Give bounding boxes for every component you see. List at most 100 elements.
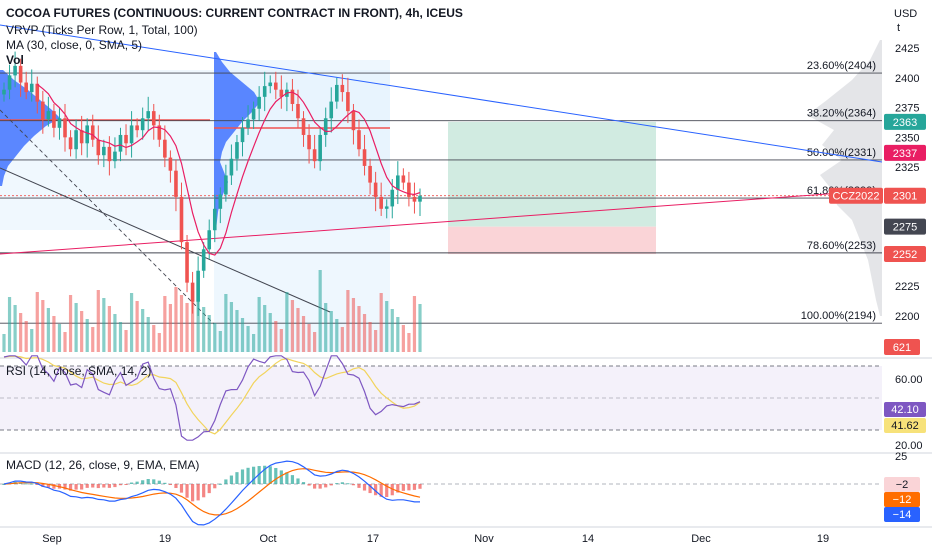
date-tick-label: 17 (367, 533, 379, 545)
macd-hist-bar (185, 484, 189, 498)
macd-hist-bar (296, 478, 300, 484)
volume-bar (135, 301, 139, 352)
volume-bar (207, 315, 211, 352)
date-tick-label: 19 (159, 533, 171, 545)
volume-bar (335, 319, 339, 352)
fibonacci-levels: 23.60%(2404)38.20%(2364)50.00%(2331)61.8… (0, 60, 882, 324)
macd-hist-bar (52, 484, 56, 489)
price-tick-label: 2425 (895, 43, 919, 55)
macd-hist-bar (218, 483, 222, 485)
candle-body (201, 249, 206, 271)
macd-hist-bar (313, 484, 317, 489)
rsi-tick-label: 20.00 (895, 440, 923, 452)
candle-body (129, 125, 134, 144)
candle-body (57, 118, 62, 128)
ma-label[interactable]: MA (30, close, 0, SMA, 5) (6, 38, 142, 52)
macd-hist-bar (68, 484, 73, 491)
macd-hist-bar (118, 484, 123, 486)
candle-body (351, 111, 356, 131)
macd-hist-bar (346, 483, 350, 485)
volume-tag (884, 339, 920, 355)
macd-hist-bar (102, 484, 106, 488)
date-tick-label: Dec (691, 533, 711, 545)
macd-hist-bar (190, 484, 195, 502)
vol-label[interactable]: Vol (6, 53, 24, 67)
volume-profile-left (0, 70, 60, 186)
date-tick-label: 14 (582, 533, 594, 545)
volume-bar (374, 330, 378, 352)
volume-bar (301, 316, 306, 352)
volume-bar (240, 318, 245, 352)
macd-hist-bar (407, 484, 411, 491)
macd-label[interactable]: MACD (12, 26, close, 9, EMA, EMA) (6, 458, 199, 472)
candle-body (296, 103, 300, 119)
volume-bar (412, 296, 417, 352)
time-axis[interactable]: Sep 19 Oct 17 Nov 14 Dec 19 (42, 533, 829, 545)
candle-body (268, 82, 273, 87)
candle-body (407, 182, 411, 197)
price-tag (884, 218, 926, 235)
macd-hist-bar (229, 475, 234, 484)
volume-bar (102, 298, 106, 352)
volume-bar (168, 304, 172, 352)
rsi-ma-label: 41.62 (891, 420, 919, 432)
macd-hist-bar (235, 472, 239, 484)
candle-body (118, 134, 123, 152)
macd-hist-bar (146, 479, 150, 484)
macd-hist-bar (246, 467, 250, 484)
volume-bar (346, 290, 350, 352)
macd-hist-bar (290, 475, 295, 484)
candle-body (218, 194, 223, 209)
volume-bar (362, 314, 367, 352)
volume-bar (41, 300, 45, 352)
volume-bar (235, 310, 239, 352)
fib-label: 38.20%(2364) (807, 108, 876, 120)
candle-body (390, 189, 395, 207)
volume-bar (368, 322, 372, 352)
macd-hist-bar (168, 484, 172, 485)
macd-hist-bar (412, 484, 417, 490)
volume-bar (396, 317, 400, 352)
chart-title: COCOA FUTURES (CONTINUOUS: CURRENT CONTR… (6, 6, 463, 20)
volume-bar (190, 291, 195, 352)
volume-bar (313, 332, 317, 352)
candle-body (113, 151, 117, 162)
macd-hist-bar (357, 484, 361, 488)
date-tick-label: Sep (42, 533, 62, 545)
candle-body (135, 125, 139, 131)
macd-hist-bar (85, 484, 89, 488)
price-tick-label: 2350 (895, 132, 919, 144)
volume-bar (340, 327, 344, 352)
macd-hist-bar (30, 483, 34, 485)
volume-bar (257, 297, 261, 352)
macd-hist-bar (274, 467, 278, 484)
macd-hist-bar (157, 480, 161, 484)
candle-body (396, 175, 400, 190)
macd-hist-bar (174, 484, 178, 489)
volume-bar (418, 304, 422, 352)
candle-body (401, 175, 406, 183)
trendline-red (0, 189, 883, 255)
macd-hist-bar (396, 484, 400, 493)
trendlines (0, 24, 883, 325)
volume-bar (268, 313, 272, 352)
vrvp-label[interactable]: VRVP (Ticks Per Row, 1, Total, 100) (6, 23, 198, 37)
macd-hist-bar (335, 483, 339, 485)
candle-body (68, 137, 73, 150)
candle-body (157, 125, 162, 140)
macd-hist-bar (24, 483, 28, 485)
candle-body (235, 142, 239, 159)
price-tag-label: 2301 (893, 191, 917, 203)
candle-body (151, 111, 156, 126)
candle-body (196, 270, 200, 302)
volume-bar (390, 309, 394, 352)
rsi-label[interactable]: RSI (14, close, SMA, 14, 2) (6, 364, 151, 378)
macd-hist-bar (46, 484, 50, 488)
macd-hist-bar (285, 472, 289, 484)
candle-body (13, 65, 17, 76)
macd-hist-bar (91, 484, 95, 488)
candle-body (90, 125, 95, 140)
macd-hist-bar (41, 484, 45, 487)
fib-label: 100.00%(2194) (801, 310, 876, 322)
